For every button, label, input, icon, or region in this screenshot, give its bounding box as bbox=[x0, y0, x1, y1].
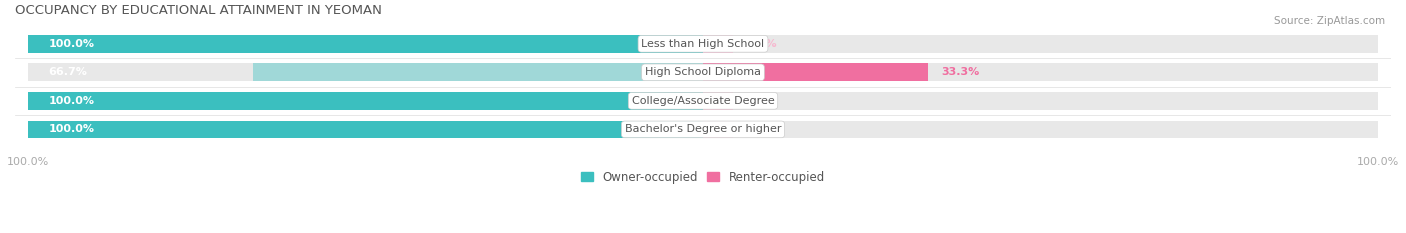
Text: 0.0%: 0.0% bbox=[747, 39, 778, 49]
Text: 66.7%: 66.7% bbox=[48, 67, 87, 77]
Text: 100.0%: 100.0% bbox=[48, 124, 94, 134]
Bar bbox=[28, 64, 703, 81]
Legend: Owner-occupied, Renter-occupied: Owner-occupied, Renter-occupied bbox=[576, 166, 830, 189]
Bar bbox=[703, 92, 734, 110]
Bar bbox=[703, 35, 734, 53]
Text: 100.0%: 100.0% bbox=[48, 96, 94, 106]
Bar bbox=[28, 120, 703, 138]
Text: High School Diploma: High School Diploma bbox=[645, 67, 761, 77]
Text: Bachelor's Degree or higher: Bachelor's Degree or higher bbox=[624, 124, 782, 134]
Text: OCCUPANCY BY EDUCATIONAL ATTAINMENT IN YEOMAN: OCCUPANCY BY EDUCATIONAL ATTAINMENT IN Y… bbox=[14, 4, 381, 17]
Text: 100.0%: 100.0% bbox=[48, 39, 94, 49]
Bar bbox=[28, 35, 703, 53]
Bar bbox=[253, 64, 703, 81]
Bar bbox=[28, 92, 703, 110]
Text: 0.0%: 0.0% bbox=[747, 96, 778, 106]
Bar bbox=[28, 92, 703, 110]
Bar bbox=[703, 120, 1378, 138]
Bar bbox=[703, 92, 1378, 110]
Bar bbox=[28, 35, 703, 53]
Text: Less than High School: Less than High School bbox=[641, 39, 765, 49]
Bar bbox=[703, 64, 928, 81]
Text: College/Associate Degree: College/Associate Degree bbox=[631, 96, 775, 106]
Bar bbox=[703, 64, 1378, 81]
Bar bbox=[28, 120, 703, 138]
Text: 0.0%: 0.0% bbox=[747, 124, 778, 134]
Text: Source: ZipAtlas.com: Source: ZipAtlas.com bbox=[1274, 16, 1385, 26]
Bar bbox=[703, 120, 734, 138]
Bar bbox=[703, 35, 1378, 53]
Text: 33.3%: 33.3% bbox=[941, 67, 980, 77]
